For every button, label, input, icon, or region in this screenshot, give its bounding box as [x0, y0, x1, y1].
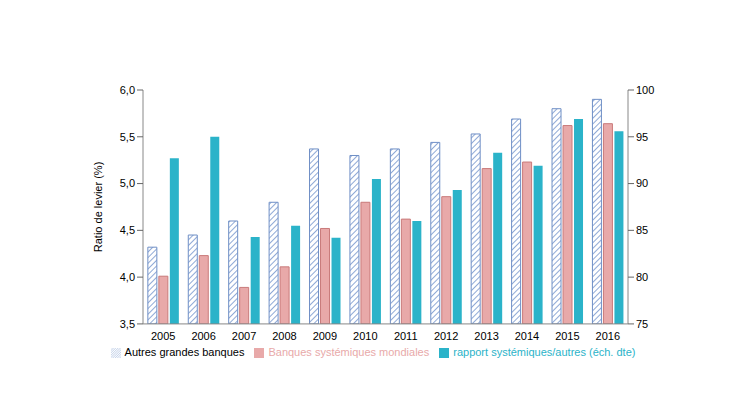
svg-text:2016: 2016	[596, 330, 620, 342]
svg-text:6,0: 6,0	[120, 84, 135, 96]
svg-text:2011: 2011	[394, 330, 418, 342]
html-text:Banques systémiques mondiales: Banques systémiques mondiales	[268, 345, 430, 358]
svg-text:2005: 2005	[151, 330, 175, 342]
svg-text:85: 85	[636, 224, 648, 236]
svg-text:100: 100	[636, 84, 654, 96]
html-text:Autres grandes banques: Autres grandes banques	[124, 345, 245, 358]
svg-text:2009: 2009	[313, 330, 337, 342]
svg-text:4,0: 4,0	[120, 271, 135, 283]
svg-text:2010: 2010	[353, 330, 377, 342]
svg-text:2014: 2014	[515, 330, 539, 342]
svg-text:Ratio de levier (%): Ratio de levier (%)	[92, 162, 104, 252]
svg-text:90: 90	[636, 177, 648, 189]
svg-text:95: 95	[636, 131, 648, 143]
svg-text:2015: 2015	[555, 330, 579, 342]
svg-text:2008: 2008	[272, 330, 296, 342]
svg-text:2007: 2007	[232, 330, 256, 342]
html-text:rapport systémiques/autres (éc: rapport systémiques/autres (éch. dte)	[453, 345, 636, 358]
svg-text:75: 75	[636, 318, 648, 330]
svg-text:5,0: 5,0	[120, 177, 135, 189]
svg-text:80: 80	[636, 271, 648, 283]
svg-text:2013: 2013	[474, 330, 498, 342]
svg-text:4,5: 4,5	[120, 224, 135, 236]
svg-text:2012: 2012	[434, 330, 458, 342]
svg-text:2006: 2006	[191, 330, 215, 342]
svg-text:3,5: 3,5	[120, 318, 135, 330]
svg-text:5,5: 5,5	[120, 131, 135, 143]
